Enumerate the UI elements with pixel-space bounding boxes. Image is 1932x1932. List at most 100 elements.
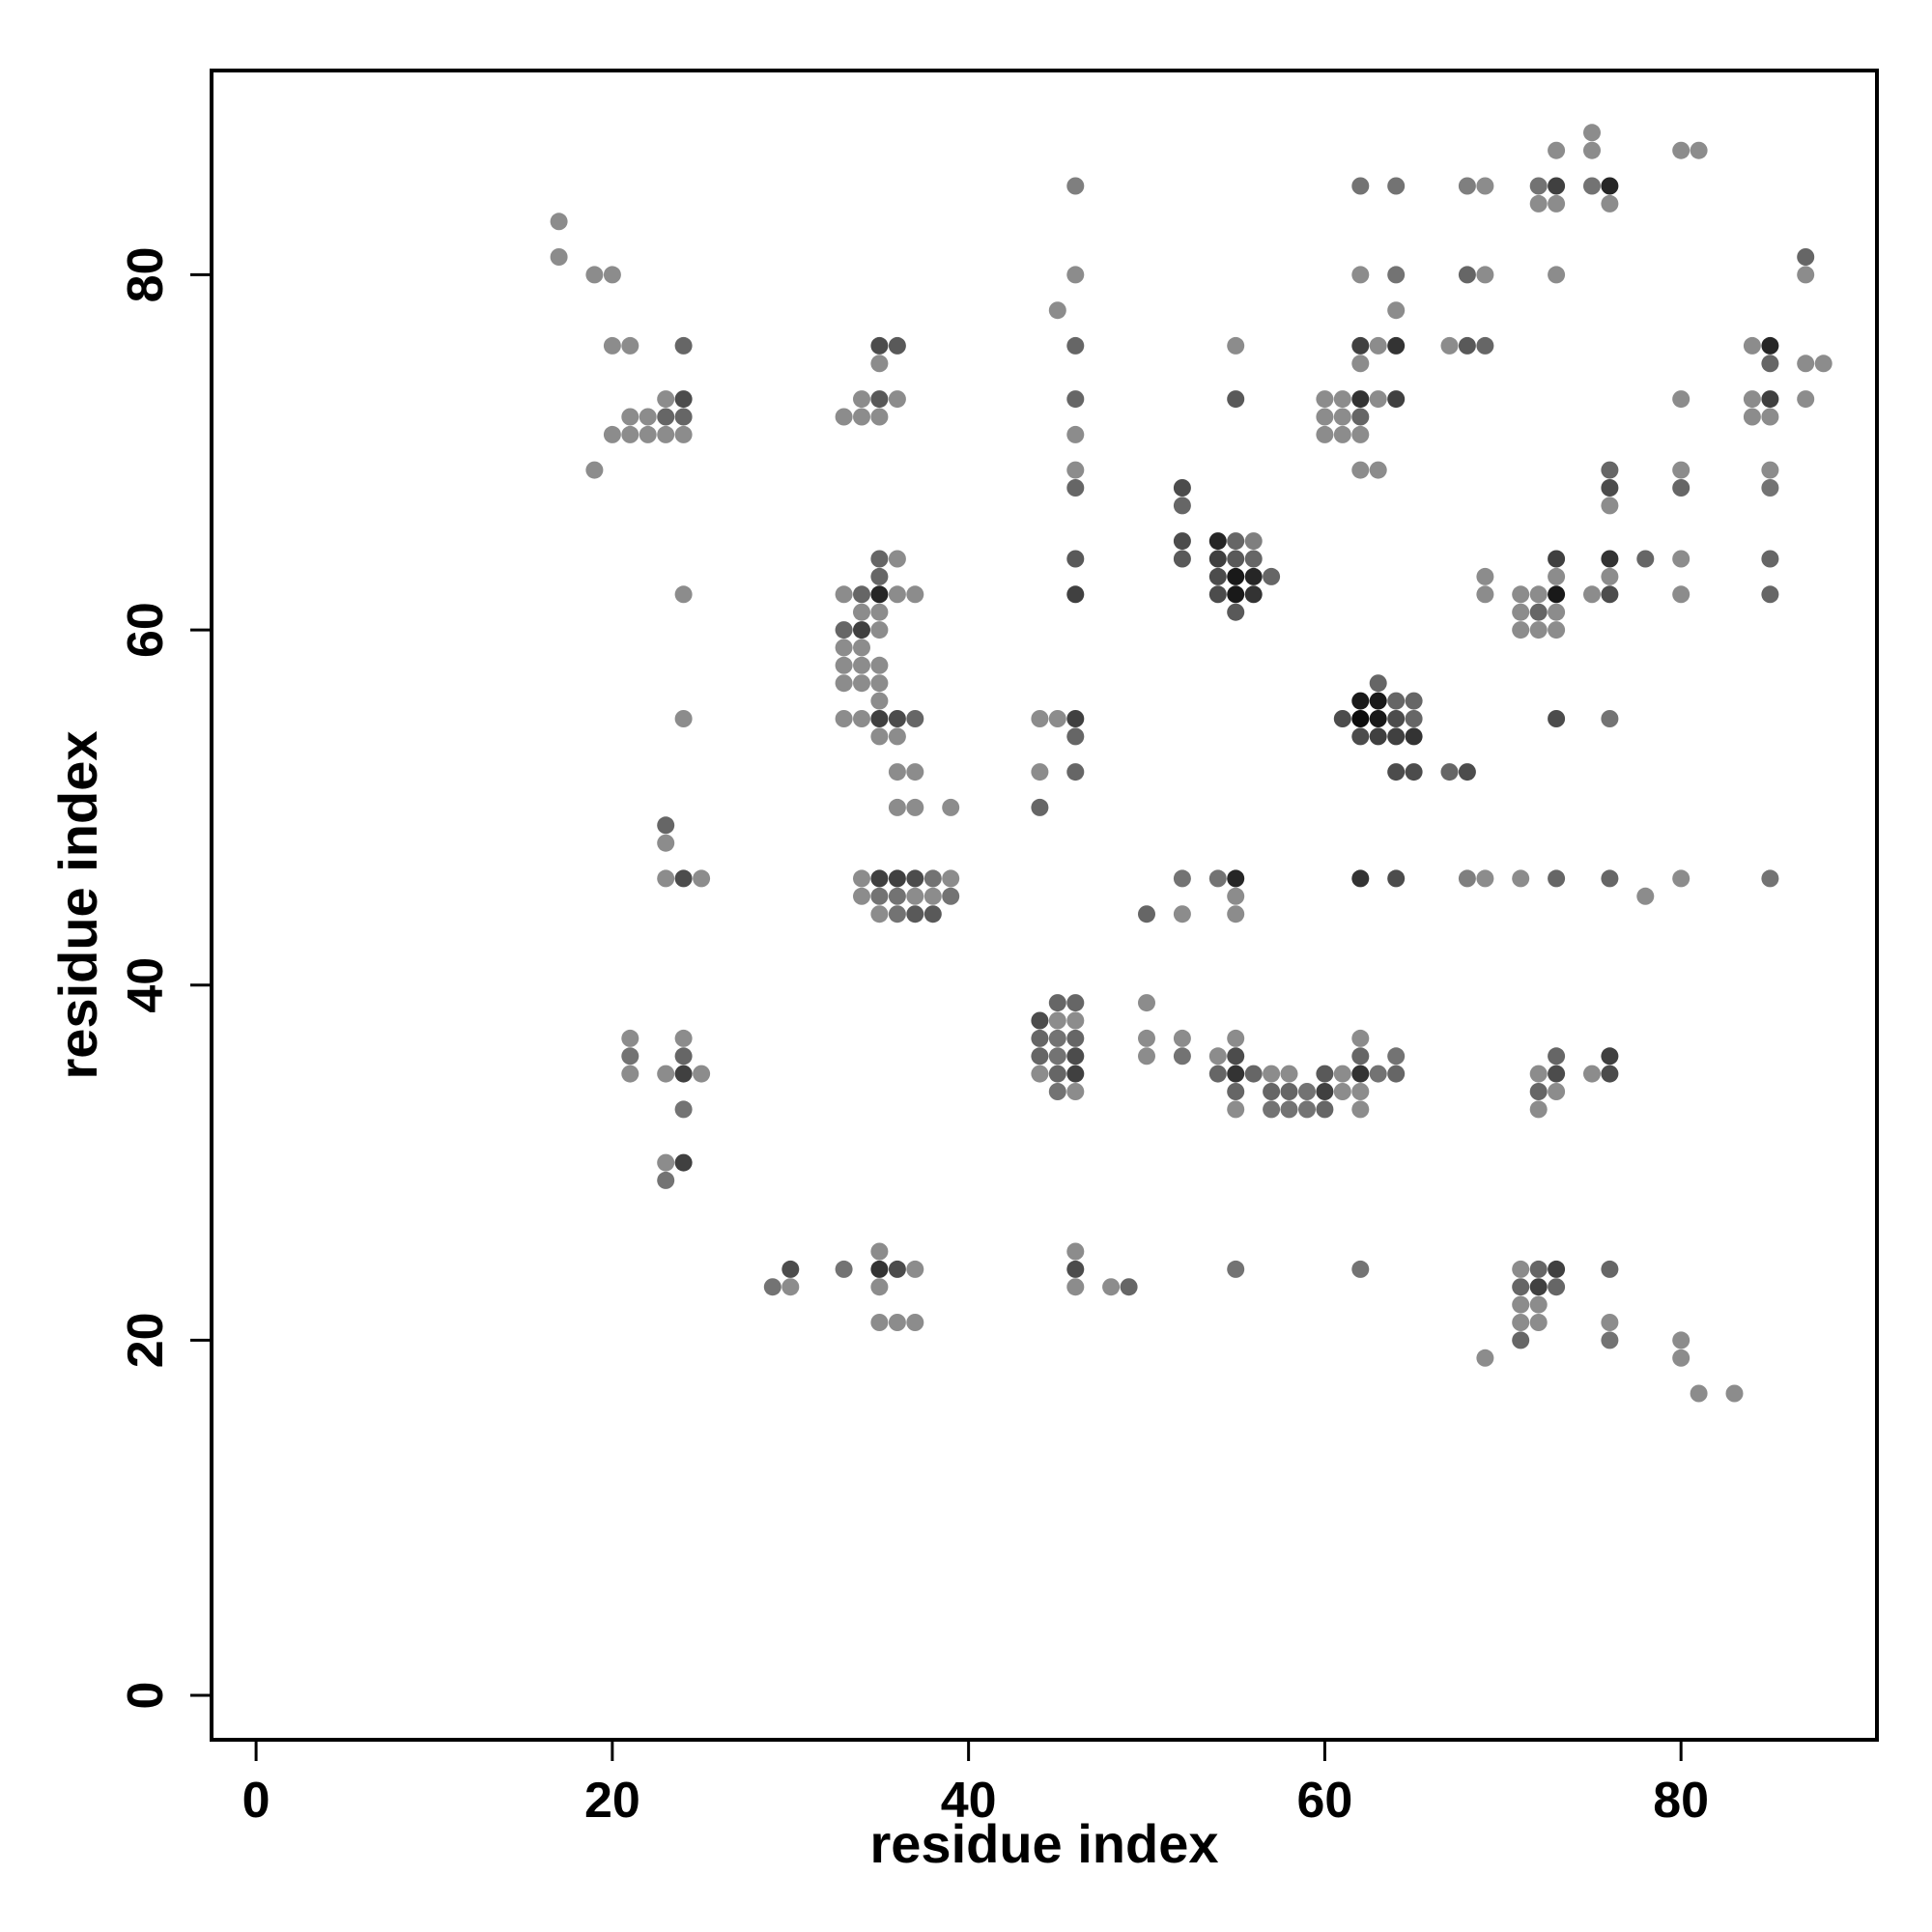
- contact-point: [1476, 1349, 1494, 1367]
- contact-point: [1066, 461, 1085, 479]
- contact-point: [1529, 1295, 1548, 1314]
- contact-point: [1066, 266, 1085, 284]
- contact-point: [1601, 194, 1619, 213]
- contact-point: [853, 869, 870, 888]
- contact-point: [657, 869, 675, 888]
- contact-point: [1512, 585, 1530, 604]
- contact-point: [657, 1065, 675, 1083]
- contact-point: [835, 585, 853, 604]
- contact-point: [1601, 1314, 1619, 1331]
- contact-point: [1066, 479, 1085, 497]
- contact-point: [870, 869, 889, 888]
- contact-point: [693, 869, 711, 888]
- contact-point: [853, 621, 870, 639]
- contact-point: [853, 390, 870, 409]
- contact-point: [1672, 1349, 1690, 1367]
- contact-point: [657, 834, 675, 852]
- contact-point: [1387, 1047, 1406, 1065]
- contact-point: [906, 869, 924, 888]
- contact-point: [1280, 1065, 1298, 1083]
- contact-point: [1636, 887, 1655, 905]
- contact-point: [1548, 141, 1566, 159]
- contact-point: [674, 1100, 693, 1119]
- contact-point: [1601, 869, 1619, 888]
- contact-point: [621, 1065, 639, 1083]
- contact-point: [1601, 1047, 1619, 1065]
- contact-point: [1548, 1083, 1566, 1100]
- contact-point: [1387, 1065, 1406, 1083]
- contact-point: [1066, 1047, 1085, 1065]
- contact-point: [1031, 1047, 1049, 1065]
- contact-point: [870, 1260, 889, 1278]
- contact-point: [942, 798, 960, 816]
- contact-point: [1548, 710, 1566, 727]
- y-tick-label: 40: [118, 957, 174, 1013]
- contact-point: [835, 656, 853, 674]
- contact-point: [657, 1171, 675, 1189]
- contact-point: [1601, 710, 1619, 727]
- contact-point: [1173, 479, 1191, 497]
- contact-point: [1583, 177, 1601, 195]
- contact-point: [1672, 390, 1690, 409]
- contact-point: [888, 550, 906, 568]
- contact-point: [1548, 585, 1566, 604]
- contact-point: [1548, 177, 1566, 195]
- contact-point: [1173, 869, 1191, 888]
- contact-point: [1369, 461, 1387, 479]
- contact-point: [853, 603, 870, 621]
- contact-point: [835, 621, 853, 639]
- contact-point: [870, 727, 889, 746]
- contact-point: [621, 336, 639, 355]
- contact-point: [1066, 550, 1085, 568]
- contact-point: [870, 585, 889, 604]
- contact-point: [1173, 1047, 1191, 1065]
- contact-point: [1743, 408, 1761, 426]
- contact-point: [1173, 532, 1191, 551]
- contact-point: [1280, 1100, 1298, 1119]
- contact-point: [906, 1260, 924, 1278]
- contact-point: [1548, 1260, 1566, 1278]
- contact-point: [1066, 585, 1085, 604]
- contact-point: [1529, 177, 1548, 195]
- contact-point: [1031, 763, 1049, 781]
- contact-point: [1761, 408, 1779, 426]
- contact-point: [1548, 550, 1566, 568]
- contact-point: [1797, 390, 1815, 409]
- contact-point: [1387, 390, 1406, 409]
- contact-point: [1351, 869, 1370, 888]
- contact-point: [1458, 336, 1476, 355]
- contact-point: [1066, 336, 1085, 355]
- contact-point: [603, 425, 621, 443]
- contact-point: [1066, 710, 1085, 727]
- contact-point: [1208, 567, 1227, 585]
- contact-point: [888, 710, 906, 727]
- contact-point: [1405, 710, 1423, 727]
- contact-point: [1048, 1029, 1066, 1047]
- contact-point: [1797, 248, 1815, 266]
- contact-point: [585, 461, 604, 479]
- contact-point: [1298, 1083, 1316, 1100]
- contact-point: [1548, 1065, 1566, 1083]
- contact-point: [1476, 567, 1494, 585]
- contact-point: [870, 1242, 889, 1261]
- contact-point: [1138, 1047, 1155, 1065]
- contact-point: [1672, 141, 1690, 159]
- x-tick-label: 20: [584, 1773, 640, 1829]
- contact-point: [1351, 1100, 1370, 1119]
- contact-point: [1601, 567, 1619, 585]
- contact-point: [1690, 141, 1708, 159]
- contact-point: [942, 887, 960, 905]
- contact-point: [906, 710, 924, 727]
- contact-point: [1227, 585, 1245, 604]
- contact-point: [1387, 869, 1406, 888]
- contact-point: [1227, 905, 1245, 923]
- contact-point: [1048, 710, 1066, 727]
- contact-point: [1138, 1029, 1155, 1047]
- contact-point: [585, 266, 604, 284]
- contact-point: [1369, 1065, 1387, 1083]
- contact-point: [1066, 425, 1085, 443]
- contact-point: [657, 1153, 675, 1172]
- contact-point: [853, 656, 870, 674]
- contact-point: [674, 1029, 693, 1047]
- contact-point: [1601, 550, 1619, 568]
